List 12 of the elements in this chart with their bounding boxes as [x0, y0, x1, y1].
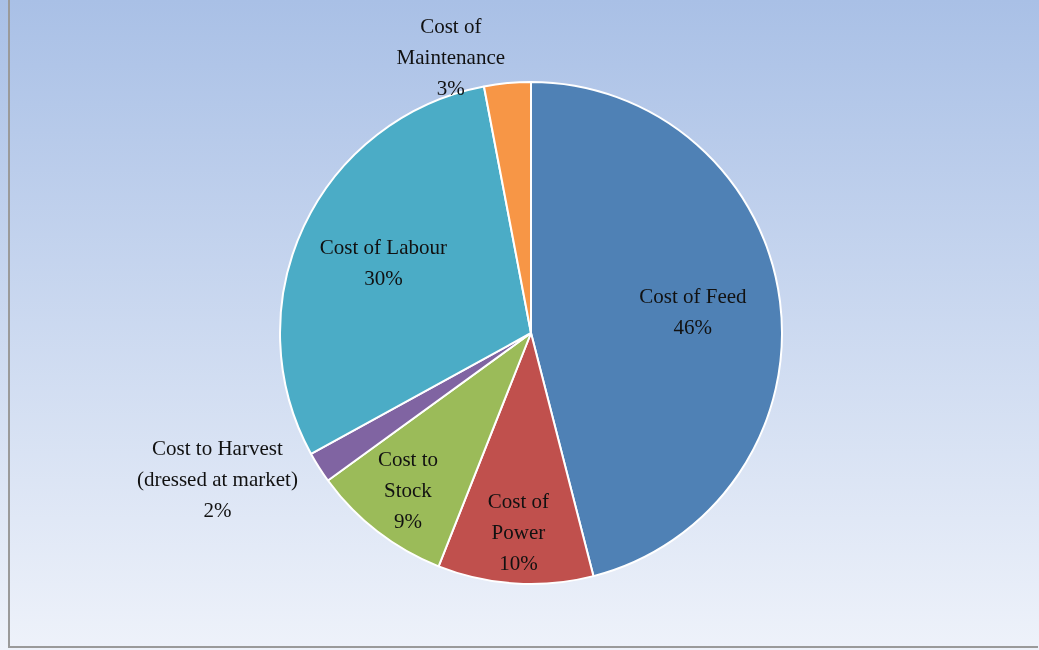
data-label: 9% — [393, 509, 422, 534]
slice-label: Cost of Labour — [319, 234, 447, 259]
slice-label: Cost to Harvest (dressed at market) — [136, 436, 298, 492]
data-label: 10% — [499, 550, 538, 575]
slice-label: Cost of Feed — [639, 283, 748, 308]
data-label: 3% — [436, 75, 465, 100]
data-label: 46% — [673, 314, 713, 339]
slice-label: Cost of Power — [487, 488, 550, 544]
slice-label: Cost to Stock — [377, 447, 438, 503]
slice-label: Cost of Maintenance — [396, 13, 506, 69]
data-label: 30% — [364, 265, 403, 290]
data-label: 2% — [203, 498, 232, 523]
